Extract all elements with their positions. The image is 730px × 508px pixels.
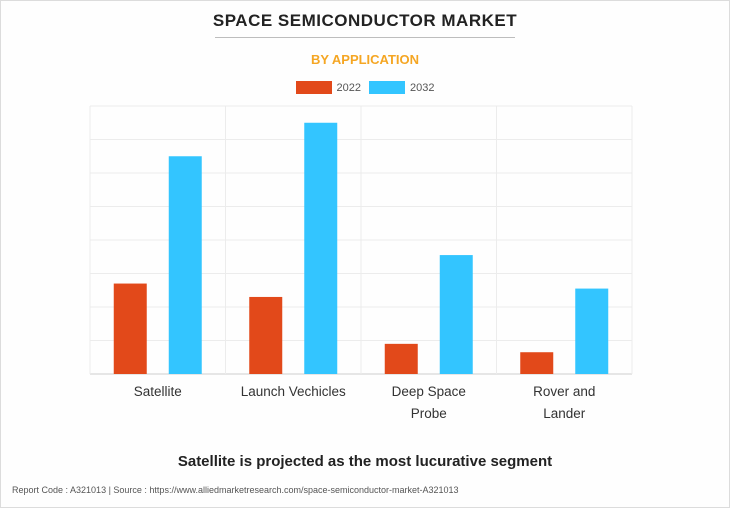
bar-2022-2 [384, 343, 418, 374]
bar-2032-2 [439, 255, 473, 374]
bar-2032-0 [168, 156, 202, 374]
legend-label-2022: 2022 [336, 81, 361, 94]
bar-2022-1 [249, 296, 283, 374]
chart-subtitle: BY APPLICATION [310, 52, 420, 67]
title-divider [215, 37, 515, 38]
bar-2032-3 [575, 288, 609, 374]
category-label-2-line-1: Probe [411, 406, 447, 421]
legend-label-2032: 2032 [410, 81, 435, 94]
legend: 2022 2032 [0, 81, 730, 94]
bar-2022-3 [520, 352, 554, 374]
key-finding: Satellite is projected as the most lucur… [177, 453, 553, 470]
category-label-1-line-0: Launch Vechicles [241, 384, 346, 399]
bar-2032-1 [304, 122, 338, 374]
category-label-2-line-0: Deep Space [392, 384, 466, 399]
source-credit: Report Code : A321013 | Source : https:/… [12, 485, 459, 495]
chart-title: SPACE SEMICONDUCTOR MARKET [212, 11, 518, 30]
legend-swatch-2032 [369, 81, 405, 94]
category-label-3-line-0: Rover and [533, 384, 595, 399]
category-label-0-line-0: Satellite [134, 384, 182, 399]
legend-swatch-2022 [295, 81, 332, 94]
legend-item-2032[interactable]: 2032 [369, 81, 434, 94]
category-label-3-line-1: Lander [543, 406, 586, 421]
bar-2022-0 [113, 283, 147, 374]
legend-item-2022[interactable]: 2022 [295, 81, 361, 94]
